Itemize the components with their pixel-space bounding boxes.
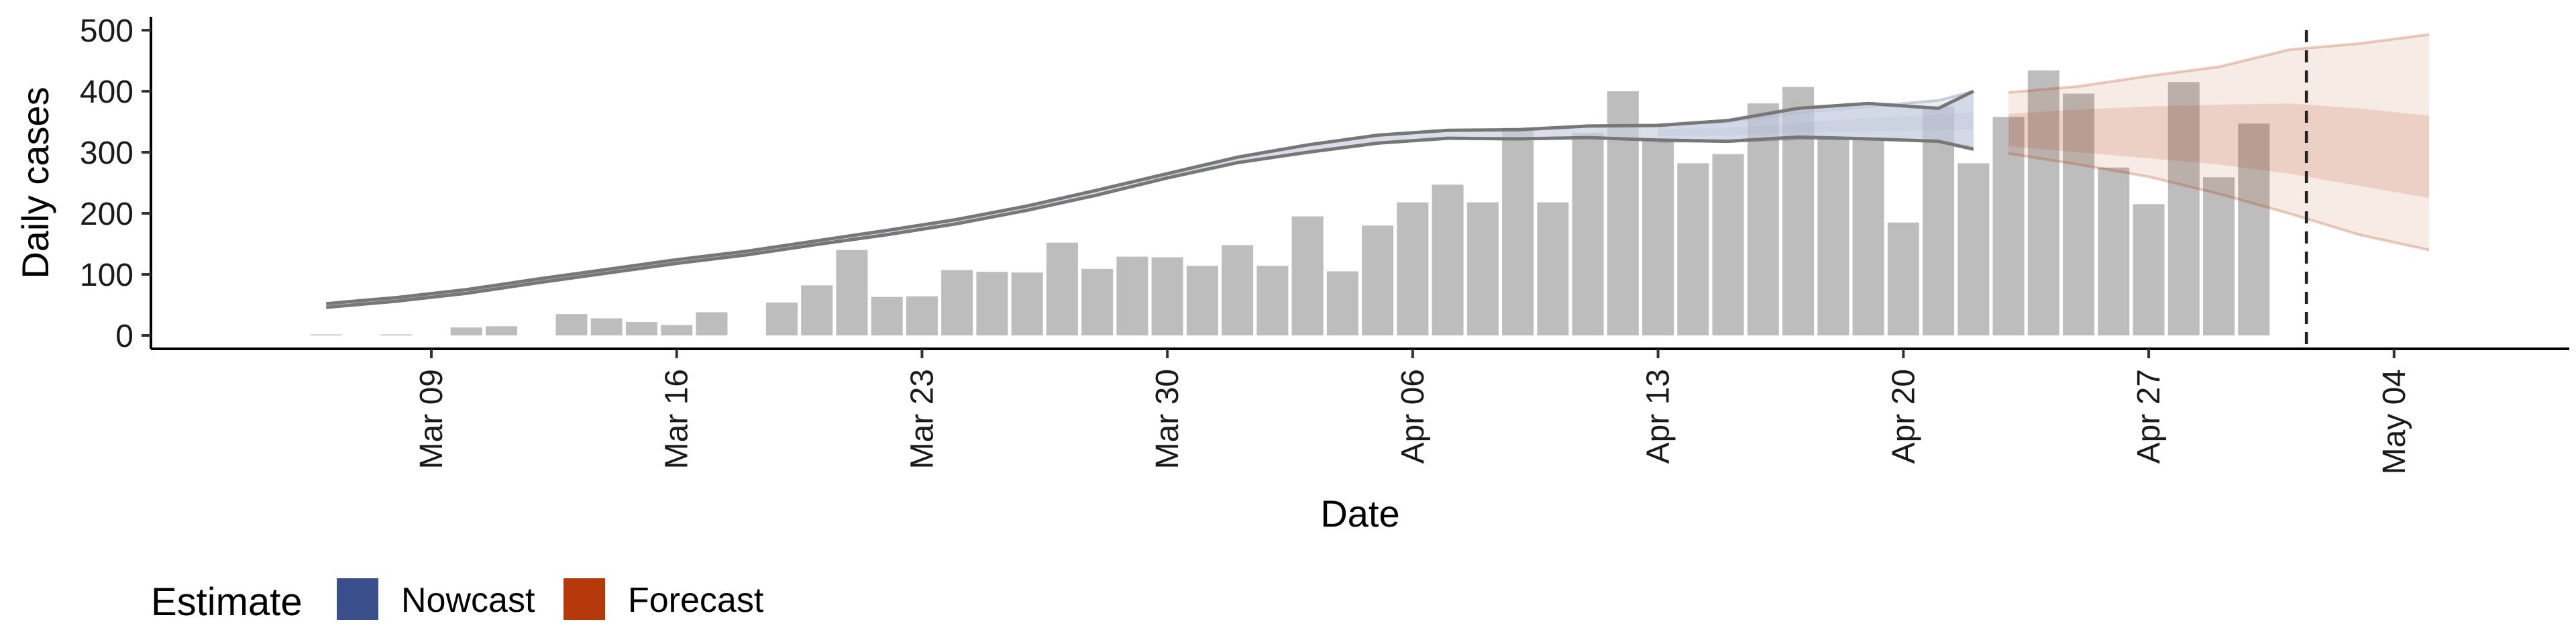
bar [1817,138,1849,335]
bar [450,327,482,335]
legend-label-forecast: Forecast [628,581,764,620]
bar [765,302,798,335]
y-tick-label: 0 [115,319,133,354]
estimate-upper-line [326,89,1974,306]
bar [2098,167,2130,335]
bar [1992,117,2025,335]
bar [2133,204,2165,335]
axes [150,17,2569,350]
legend-label-nowcast: Nowcast [401,581,535,620]
bar [1957,163,1990,335]
bar [2167,82,2200,335]
bar [1222,245,1254,335]
bar [1712,154,1744,336]
x-tick-label: Mar 30 [1150,369,1185,469]
y-tick-label: 500 [80,13,133,49]
x-tick-label: Mar 09 [414,369,449,469]
bar [485,326,517,335]
x-tick-label: Apr 20 [1886,369,1921,464]
bar [661,325,693,335]
y-tick-label: 200 [80,197,133,232]
x-tick-label: Apr 27 [2131,369,2167,464]
forecast-band-50 [2008,103,2430,199]
bar [1852,138,1884,335]
bar [1116,256,1148,335]
bar [1572,132,1604,335]
bar [871,297,903,335]
forecast-lower-edge [2008,152,2430,252]
bar [1186,266,1218,335]
x-tick-label: Apr 13 [1641,369,1676,464]
forecast-band-90 [2008,34,2430,250]
bar [941,270,973,335]
estimate-lines [326,89,1974,309]
bar [1432,184,1464,335]
x-axis-ticks: Mar 09 Mar 16 Mar 23 Mar 30 Apr 06 Apr 13 Apr … [414,349,2412,474]
bar [1747,103,1779,335]
bar [2063,93,2095,335]
bar [976,272,1008,335]
legend-key-forecast [564,578,605,620]
bar [2203,177,2235,335]
estimate-lower-line [326,135,1974,309]
bar [1326,271,1358,335]
y-tick-label: 100 [80,258,133,293]
bar [1081,268,1114,335]
x-tick-label: Mar 16 [659,369,695,469]
bar [1887,222,1919,335]
x-tick-label: Apr 06 [1395,369,1431,464]
bar [1677,163,1709,335]
forecast-upper-edge [2008,33,2430,94]
y-axis-title: Daily cases [14,87,56,278]
legend-key-nowcast [337,578,378,620]
bar [696,312,728,335]
bar [1046,242,1078,335]
x-tick-label: Mar 23 [904,369,940,469]
bar [1397,202,1429,335]
bar [1537,202,1569,335]
bar [625,321,657,335]
bar [1011,272,1043,335]
x-tick-label: May 04 [2377,369,2412,474]
bar [801,285,833,335]
bar [836,250,868,335]
bar [1291,216,1324,335]
bar [2238,123,2270,336]
bar [1256,266,1289,335]
bar-series [310,70,2270,336]
bar [2027,70,2059,335]
y-axis-ticks: 0 100 200 300 400 500 [80,13,151,354]
bar [380,334,413,335]
bar [1642,140,1674,336]
bar [310,334,342,335]
legend: Estimate Nowcast Forecast [151,578,764,624]
legend-title: Estimate [151,580,303,624]
bar [1362,225,1394,335]
bar [590,318,623,335]
bar [1151,257,1183,335]
y-tick-label: 300 [80,136,133,171]
bar [1502,127,1534,335]
bar [906,296,938,335]
x-axis-title: Date [1320,492,1399,535]
bar [1466,202,1499,335]
y-tick-label: 400 [80,74,133,110]
bar [555,314,588,335]
